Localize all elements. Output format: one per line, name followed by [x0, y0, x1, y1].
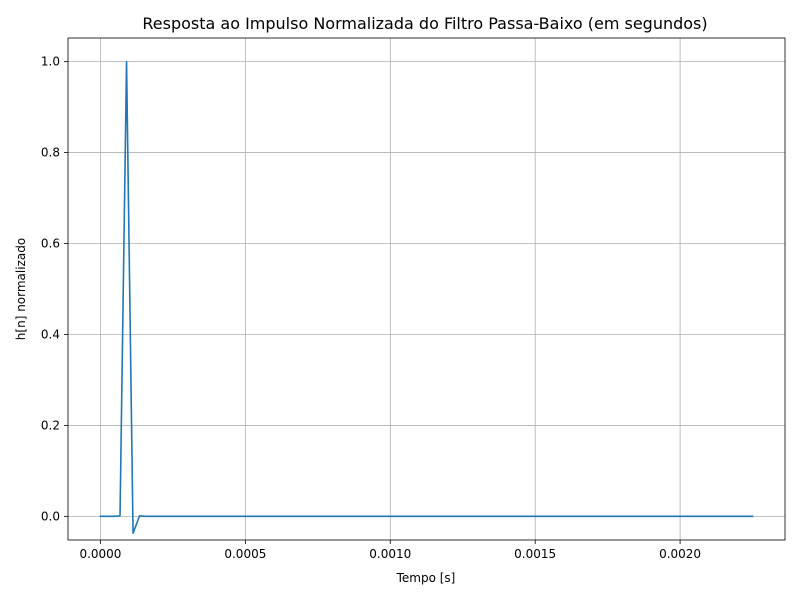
y-axis: 0.0 0.2 0.4 0.6 0.8 1.0 [41, 55, 68, 523]
y-tick-label: 0.2 [41, 418, 60, 432]
x-tick-label: 0.0010 [369, 547, 411, 561]
x-tick-label: 0.0005 [224, 547, 266, 561]
y-tick-label: 0.4 [41, 327, 60, 341]
y-tick-label: 0.0 [41, 509, 60, 523]
series-line [99, 60, 754, 534]
x-tick-label: 0.0000 [79, 547, 121, 561]
x-axis-label: Tempo [s] [396, 571, 456, 585]
grid [68, 38, 785, 540]
y-tick-label: 0.6 [41, 237, 60, 251]
plot-frame [67, 37, 786, 541]
y-tick-label: 1.0 [41, 55, 60, 69]
y-tick-label: 0.8 [41, 146, 60, 160]
series-layer [99, 60, 754, 534]
chart-title: Resposta ao Impulso Normalizada do Filtr… [142, 14, 707, 33]
x-axis: 0.0000 0.0005 0.0010 0.0015 0.0020 [79, 540, 701, 561]
x-tick-label: 0.0015 [514, 547, 556, 561]
x-tick-label: 0.0020 [659, 547, 701, 561]
y-axis-label: h[n] normalizado [14, 238, 28, 340]
